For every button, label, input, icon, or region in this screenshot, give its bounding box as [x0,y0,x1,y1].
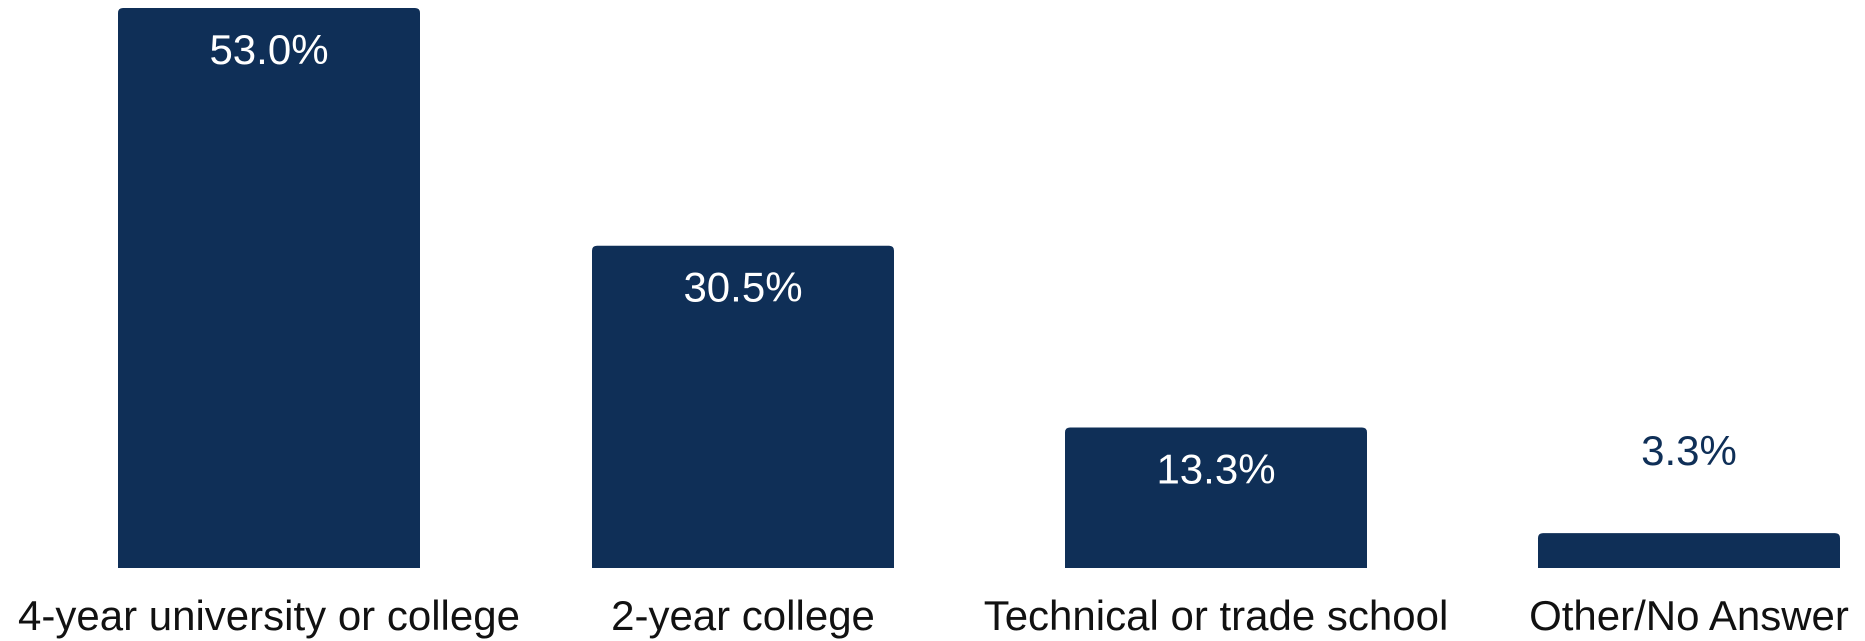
category-labels-group: 4-year university or college 2-year colle… [18,592,1849,639]
category-label-technical-or-trade-school: Technical or trade school [984,592,1449,639]
value-label-2-year-college: 30.5% [683,264,802,311]
category-label-4-year-university-or-college: 4-year university or college [18,592,520,639]
category-label-2-year-college: 2-year college [611,592,875,639]
bar-other-no-answer [1538,533,1840,568]
bar-technical-or-trade-school [1065,427,1367,568]
bars-group [118,8,1840,569]
value-label-technical-or-trade-school: 13.3% [1156,445,1275,492]
value-labels-group: 53.0% 30.5% 13.3% 3.3% [209,26,1736,492]
value-label-4-year-university-or-college: 53.0% [209,26,328,73]
value-label-other-no-answer: 3.3% [1641,427,1737,474]
bar-2-year-college [592,245,894,569]
category-label-other-no-answer: Other/No Answer [1529,592,1849,639]
bar-4-year-university-or-college [118,8,420,568]
